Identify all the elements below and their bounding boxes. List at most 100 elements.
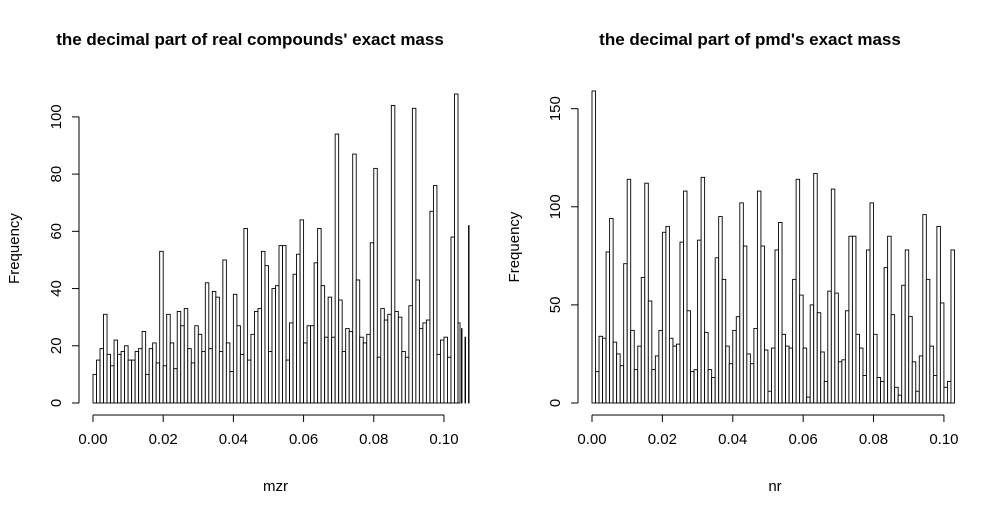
y-tick-label: 40 — [48, 280, 65, 297]
histogram-bar — [352, 153, 357, 404]
histogram-bar — [313, 262, 319, 404]
histogram-bar — [110, 365, 115, 404]
histogram-bar — [894, 386, 899, 404]
histogram-bar — [145, 373, 150, 404]
chart-title: the decimal part of pmd's exact mass — [599, 30, 901, 49]
histogram-bar — [647, 300, 653, 404]
histogram-bar — [162, 365, 168, 404]
histogram-bar — [640, 276, 646, 404]
histogram-bar — [873, 333, 878, 404]
histogram-bar — [450, 236, 455, 404]
chart-panel-left: the decimal part of real compounds' exac… — [6, 30, 470, 495]
histogram-bar — [292, 273, 298, 404]
histogram-bar — [180, 325, 185, 404]
histogram-bar — [654, 355, 660, 404]
histogram-bar — [672, 345, 677, 404]
histogram-bar — [697, 239, 702, 404]
histogram-bar — [901, 284, 906, 404]
histogram-bar — [616, 353, 621, 404]
histogram-bar — [282, 245, 287, 404]
histogram-bar — [841, 359, 846, 404]
x-tick-label: 0.08 — [859, 431, 888, 448]
histogram-bar — [215, 296, 220, 404]
histogram-bar — [176, 310, 182, 404]
histogram-bar — [602, 337, 607, 404]
histogram-bar — [390, 104, 396, 404]
histogram-bar — [633, 369, 639, 404]
histogram-bar — [197, 333, 203, 404]
histogram-bar — [690, 371, 695, 404]
histogram-bar — [932, 375, 938, 404]
histogram-bar — [781, 333, 787, 404]
histogram-bar — [243, 228, 248, 404]
histogram-bar — [289, 322, 294, 404]
histogram-bar — [299, 219, 305, 404]
histogram-bar — [376, 356, 382, 404]
histogram-bar — [268, 351, 273, 404]
histogram-bar — [99, 348, 104, 404]
histogram-bar — [124, 345, 129, 404]
histogram-bar — [869, 202, 874, 404]
histogram-bar — [746, 353, 751, 404]
histogram-bar — [425, 319, 431, 404]
histogram-bar — [432, 185, 438, 404]
y-axis-label: Frequency — [6, 213, 23, 284]
histogram-bar — [211, 290, 217, 404]
histogram-bar — [774, 249, 779, 404]
histogram-bar — [190, 362, 196, 404]
histogram-bar — [404, 356, 410, 404]
histogram-bar — [166, 313, 171, 404]
histogram-bar — [725, 345, 730, 404]
y-tick-label: 60 — [48, 223, 65, 240]
histogram-bar — [668, 337, 674, 404]
x-tick-label: 0.06 — [289, 431, 318, 448]
histogram-bar — [661, 231, 667, 404]
histogram-bar — [855, 333, 860, 404]
histogram-bar — [239, 353, 245, 404]
x-tick-label: 0.00 — [577, 431, 606, 448]
y-tick-label: 20 — [48, 337, 65, 354]
histogram-bar — [816, 312, 822, 404]
histogram-bar — [246, 359, 252, 404]
histogram-bar — [866, 249, 871, 404]
histogram-bar — [676, 343, 681, 404]
histogram-bar — [303, 342, 308, 404]
histogram-bar — [637, 345, 642, 404]
histogram-bar — [310, 325, 315, 404]
histogram-bar — [183, 308, 189, 404]
histogram-bar — [897, 394, 903, 404]
histogram-bar — [257, 308, 262, 404]
histogram-bar — [623, 263, 628, 404]
histogram-bar — [813, 172, 818, 404]
histogram-bar — [693, 369, 699, 404]
histogram-bar — [429, 210, 434, 404]
histogram-bar — [771, 347, 776, 404]
histogram-bar — [278, 245, 283, 404]
histogram-bar — [802, 347, 808, 404]
histogram-bar — [644, 182, 649, 404]
histogram-bar — [204, 282, 210, 404]
histogram-bar — [714, 257, 720, 404]
histogram-bar — [96, 359, 101, 404]
histogram-bar — [317, 228, 322, 404]
histogram-bar — [809, 304, 815, 404]
histogram-bar — [732, 329, 737, 404]
histogram-bar — [922, 214, 927, 404]
histogram-bar — [348, 331, 354, 404]
histogram-bar — [844, 310, 850, 404]
histogram-bar — [359, 336, 364, 404]
histogram-bar — [159, 250, 164, 404]
histogram-bar — [718, 216, 723, 404]
histogram-bar — [767, 390, 772, 404]
histogram-bar — [823, 380, 829, 404]
histogram-bar — [127, 359, 133, 404]
histogram-bars — [92, 93, 470, 404]
histogram-bar — [461, 328, 463, 404]
histogram-bar — [929, 345, 934, 404]
histogram-bar — [362, 342, 368, 404]
histogram-bar — [792, 278, 797, 404]
histogram-bar — [341, 351, 347, 404]
histogram-bar — [763, 349, 769, 404]
histogram-bar — [387, 313, 392, 404]
histogram-bars — [591, 90, 955, 404]
